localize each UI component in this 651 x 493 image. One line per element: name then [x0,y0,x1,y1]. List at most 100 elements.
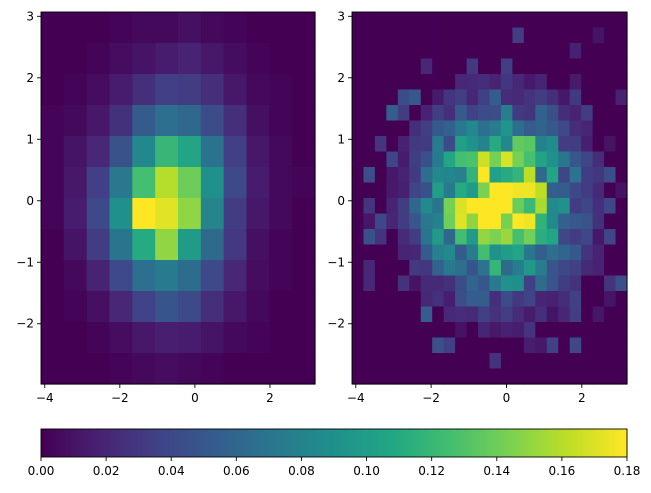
heatmap-cell [546,120,559,137]
heatmap-cell [466,74,479,91]
colorbar-segment [152,429,156,457]
heatmap-cell [489,74,502,91]
heatmap-cell [246,136,270,168]
heatmap-cell [489,368,502,385]
colorbar-segment [125,429,130,457]
heatmap-cell [443,151,456,168]
heatmap-cell [269,105,293,137]
heatmap-cell [363,120,376,137]
heatmap-cell [546,43,559,60]
heatmap-cell [604,89,617,106]
heatmap-cell [489,306,502,323]
heatmap-cell [86,198,111,230]
colorbar-segment [547,429,552,457]
heatmap-cell [455,182,468,199]
heatmap-cell [455,322,468,339]
heatmap-cell [432,353,445,370]
heatmap-cell [558,337,571,354]
heatmap-cell [512,182,525,199]
heatmap-cell [409,368,422,385]
heatmap-cell [246,322,270,354]
heatmap-cell [615,58,628,75]
heatmap-cell [466,120,479,137]
heatmap-cell [489,105,502,122]
colorbar-segment [524,429,528,457]
x-tick-label: 0 [191,391,199,405]
heatmap-cell [155,229,179,261]
heatmap-cell [489,136,502,153]
heatmap-cell [455,229,468,246]
heatmap-cell [500,151,514,168]
colorbar-segment [380,429,385,457]
heatmap-cell [397,291,410,308]
heatmap-cell [374,260,387,277]
colorbar-tick-label: 0.14 [483,464,510,478]
colorbar-segment [246,429,250,457]
x-tick-label: −2 [111,391,129,405]
heatmap-cell [489,27,502,44]
heatmap-cell [615,198,628,215]
colorbar-segment [237,429,241,457]
heatmap-cell [432,27,445,44]
heatmap-cell [292,43,316,75]
heatmap-cell [246,291,270,323]
colorbar-segment [319,429,323,457]
colorbar-segment [210,429,215,457]
y-tick-label: 3 [26,9,34,23]
heatmap-cell [523,198,536,215]
heatmap-cell [420,368,433,385]
heatmap-cell [443,275,456,292]
heatmap-cell [200,198,225,230]
heatmap-cell [432,74,445,91]
heatmap-cell [535,368,548,385]
heatmap-cell [132,167,156,199]
heatmap-cell [223,74,248,106]
colorbar-segment [495,429,499,457]
colorbar-segment [43,429,48,457]
heatmap-cell [352,306,365,323]
heatmap-cell [500,136,514,153]
heatmap-cell [558,120,571,137]
heatmap-cell [432,260,445,277]
heatmap-cell [523,368,536,385]
heatmap-cell [523,89,536,106]
heatmap-cell [223,105,248,137]
heatmap-cell [363,198,376,215]
heatmap-cell [443,27,456,44]
colorbar-segment [316,429,320,457]
heatmap-cell [178,353,202,385]
heatmap-cell [409,291,422,308]
heatmap-cell [546,337,559,354]
heatmap-cell [352,89,365,106]
heatmap-cell [223,353,248,385]
colorbar-segment [383,429,388,457]
heatmap-cell [269,353,293,385]
heatmap-cell [546,291,559,308]
heatmap-cell [535,275,548,292]
colorbar-segment [143,429,148,457]
heatmap-cell [546,58,559,75]
heatmap-cell [223,167,248,199]
heatmap-cell [432,167,445,184]
heatmap-cell [443,260,456,277]
heatmap-cell [523,275,536,292]
heatmap-cell [386,12,399,29]
colorbar-segment [64,429,68,457]
heatmap-cell [432,291,445,308]
heatmap-cell [592,89,605,106]
heatmap-cell [535,120,548,137]
heatmap-cell [558,89,571,106]
heatmap-cell [478,182,491,199]
heatmap-cell [558,353,571,370]
heatmap-cell [443,198,456,215]
heatmap-cell [432,229,445,246]
heatmap-cell [478,229,491,246]
heatmap-cell [466,167,479,184]
heatmap-cell [535,136,548,153]
heatmap-cell [363,322,376,339]
heatmap-cell [352,58,365,75]
heatmap-cell [41,167,65,199]
heatmap-cell [489,275,502,292]
heatmap-cell [352,353,365,370]
heatmap-cell [558,12,571,29]
